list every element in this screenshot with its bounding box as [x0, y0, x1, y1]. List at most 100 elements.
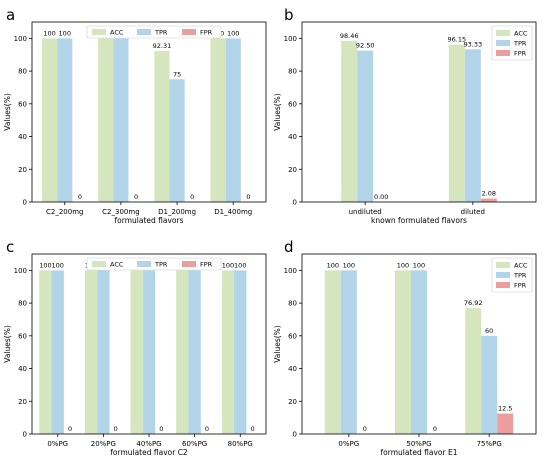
y-tick-label: 60: [288, 100, 297, 108]
x-tick-label: D1_400mg: [214, 208, 252, 216]
x-tick-label: 80%PG: [228, 440, 253, 448]
plot-frame: [31, 21, 267, 203]
legend-swatch-fpr: [182, 261, 196, 267]
data-label: 100: [222, 261, 234, 269]
data-label: 100: [59, 29, 71, 37]
x-tick-label: 60%PG: [182, 440, 207, 448]
data-label: 92.31: [153, 42, 172, 50]
x-tick-label: 0%PG: [47, 440, 68, 448]
legend-swatch-tpr: [496, 272, 510, 278]
y-tick-label: 100: [284, 267, 297, 275]
bar-acc: [39, 270, 52, 434]
bar-tpr: [340, 270, 357, 434]
data-label: 75: [173, 70, 181, 78]
bar-acc: [130, 270, 143, 434]
legend-swatch-fpr: [496, 50, 510, 56]
bar-tpr: [225, 38, 241, 203]
bar-acc: [324, 270, 341, 434]
legend-swatch-acc: [496, 262, 510, 268]
bar-tpr: [464, 49, 481, 202]
bar-acc: [176, 270, 189, 434]
panel-d: 100 100 76.92 100 100 60 0 0 12.5 0 20 40 60 80 100 0%P…: [273, 238, 537, 457]
y-tick-label: 0: [23, 431, 27, 439]
bar-tpr: [142, 270, 156, 434]
y-tick-label: 40: [288, 133, 297, 141]
panel-label: d: [284, 238, 294, 256]
data-label: 100: [234, 261, 246, 269]
data-label: 0: [68, 425, 72, 433]
legend-label: FPR: [514, 50, 527, 58]
panel-label: a: [6, 6, 15, 24]
x-axis-label: formulated flavors: [115, 216, 184, 225]
panel-label: b: [284, 6, 294, 24]
y-tick-label: 60: [18, 332, 27, 340]
legend-label: ACC: [110, 29, 124, 37]
bar-acc: [448, 44, 465, 202]
data-label: 0: [205, 425, 209, 433]
plot-frame: [31, 253, 267, 435]
data-label: 2.08: [482, 190, 496, 198]
x-tick-label: C2_300mg: [102, 208, 139, 216]
bar-tpr: [97, 270, 110, 434]
bar-tpr: [169, 79, 185, 202]
y-tick-label: 80: [288, 300, 297, 308]
y-tick-label: 0: [293, 431, 297, 439]
y-tick-label: 100: [14, 267, 27, 275]
data-label: 92.50: [356, 42, 375, 50]
y-tick-label: 20: [288, 398, 297, 406]
legend: ACC TPR FPR: [491, 257, 533, 293]
panel-label: c: [6, 238, 14, 256]
legend-label: TPR: [154, 29, 168, 37]
bar-acc: [98, 38, 114, 203]
legend-swatch-tpr: [137, 261, 151, 267]
data-label: 0: [363, 425, 367, 433]
bar-acc: [42, 38, 58, 203]
legend: ACC TPR FPR: [491, 25, 533, 61]
x-tick-label: 75%PG: [477, 440, 502, 448]
bar-tpr: [411, 270, 427, 434]
bar-tpr: [357, 50, 374, 202]
data-label: 0: [159, 425, 163, 433]
panel-b: 98.46 96.15 92.50 93.33 0.00 2.08 0 20 40 60 80 100…: [273, 6, 537, 225]
x-tick-label: D1_200mg: [158, 208, 196, 216]
bar-acc: [341, 40, 358, 202]
legend-swatch-fpr: [496, 282, 510, 288]
y-tick-label: 0: [23, 199, 27, 207]
x-axis-label: known formulated flavors: [371, 216, 467, 225]
data-label: 0: [190, 193, 194, 201]
bar-acc: [221, 270, 235, 434]
y-tick-label: 20: [18, 398, 27, 406]
bar-fpr: [480, 198, 497, 202]
legend-swatch-acc: [496, 30, 510, 36]
legend-label: TPR: [154, 261, 168, 269]
y-tick-label: 40: [288, 365, 297, 373]
bar-tpr: [234, 270, 247, 434]
data-label: 0: [246, 193, 250, 201]
y-tick-label: 100: [14, 35, 27, 43]
data-label: 93.33: [464, 40, 483, 48]
legend: ACC TPR FPR: [86, 25, 222, 39]
legend-label: ACC: [514, 30, 528, 38]
legend-swatch-acc: [92, 29, 106, 35]
legend-swatch-acc: [92, 261, 106, 267]
data-label: 100: [39, 261, 51, 269]
y-tick-label: 40: [18, 133, 27, 141]
legend-swatch-fpr: [182, 29, 196, 35]
panel-c: 1001001001001001001001001001000000002040…: [3, 238, 267, 457]
data-label: 0: [78, 193, 82, 201]
x-axis-label: formulated flavor C2: [110, 448, 188, 457]
bar-tpr: [113, 38, 129, 203]
bar-tpr: [481, 335, 498, 434]
data-label: 100: [43, 29, 55, 37]
x-tick-label: undiluted: [349, 208, 382, 216]
y-axis-label: Values(%): [3, 93, 12, 131]
y-axis-label: Values(%): [3, 325, 12, 363]
x-tick-label: 40%PG: [136, 440, 161, 448]
plot-frame: [301, 253, 537, 435]
data-label: 100: [52, 261, 64, 269]
y-tick-label: 60: [288, 332, 297, 340]
data-label: 100: [227, 29, 239, 37]
y-tick-label: 80: [18, 68, 27, 76]
legend-swatch-tpr: [137, 29, 151, 35]
